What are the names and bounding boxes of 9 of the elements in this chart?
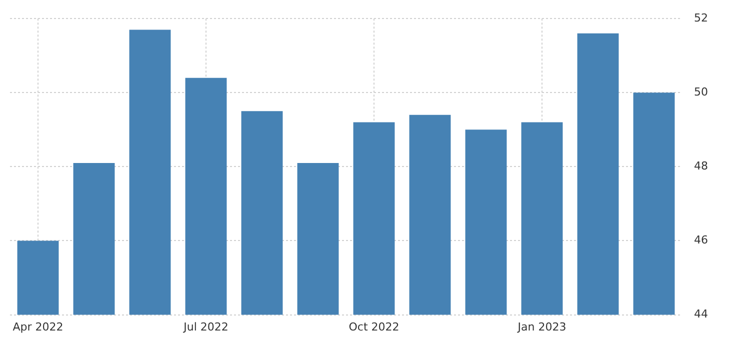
x-tick-label: Oct 2022 [348,320,400,334]
x-tick-label: Apr 2022 [12,320,64,334]
y-tick-label: 44 [694,308,708,321]
y-tick-label: 52 [694,11,708,24]
y-tick-label: 48 [694,160,708,173]
x-tick-label: Jul 2022 [182,320,228,334]
y-tick-label: 46 [694,234,708,247]
y-tick-label: 50 [694,86,708,99]
x-tick-label: Jan 2023 [516,320,566,334]
